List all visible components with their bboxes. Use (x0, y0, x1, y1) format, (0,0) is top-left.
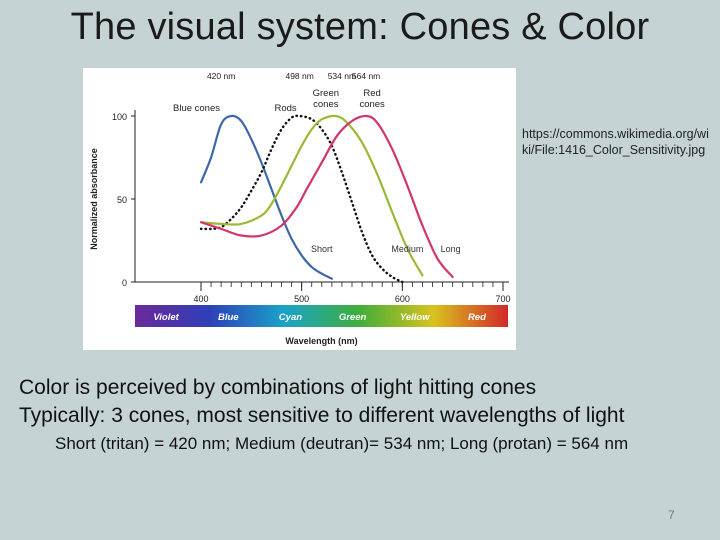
peak-label: 534 nm (328, 71, 356, 81)
spectrum-label-blue: Blue (218, 312, 239, 323)
series-line-rods (199, 114, 404, 284)
slide-title: The visual system: Cones & Color (70, 6, 650, 48)
bullet-item: Color is perceived by combinations of li… (19, 376, 537, 399)
bullet-list: Color is perceived by combinations of li… (19, 374, 719, 456)
y-tick-label: 100 (112, 112, 127, 122)
series-label-line: Red (363, 88, 380, 99)
peak-label: 420 nm (207, 71, 235, 81)
series-label-line: cones (313, 99, 339, 110)
cone-type-label-medium: Medium (391, 244, 423, 254)
peak-label: 564 nm (352, 71, 380, 81)
series-label: Blue cones (173, 103, 220, 114)
spectrum-label-green: Green (339, 312, 367, 323)
x-tick-label: 500 (294, 294, 309, 304)
y-tick-label: 0 (122, 278, 127, 288)
series-line-red-cones (199, 114, 454, 279)
x-tick-label: 400 (193, 294, 208, 304)
page-number: 7 (668, 508, 675, 522)
cone-sensitivity-chart: 0 50 100 400 500 600 700 Normalized absorbance V… (89, 71, 511, 346)
y-tick-label: 50 (117, 195, 127, 205)
spectrum-label-violet: Violet (153, 312, 179, 323)
bullet-item: Typically: 3 cones, most sensitive to di… (19, 404, 625, 427)
spectrum-label-yellow: Yellow (400, 312, 430, 323)
spectrum-label-red: Red (468, 312, 486, 323)
cone-type-label-long: Long (441, 244, 461, 254)
series-label-line: cones (359, 99, 385, 110)
series-label: Rods (274, 103, 296, 114)
peak-label: 498 nm (285, 71, 313, 81)
cone-sensitivity-figure: 0 50 100 400 500 600 700 Normalized absorbance V… (83, 68, 516, 350)
series-line-green-cones (199, 114, 424, 277)
image-source-url[interactable]: https://commons.wikimedia.org/wiki/File:… (522, 127, 709, 157)
spectrum-label-cyan: Cyan (279, 312, 302, 323)
series-line-blue-cones (199, 114, 333, 280)
sub-bullet-item: Short (tritan) = 420 nm; Medium (deutran… (19, 432, 719, 456)
series-label-line: Green (313, 88, 339, 99)
sub-bullet-text: Short (tritan) = 420 nm; Medium (deutran… (55, 434, 629, 453)
cone-type-label-short: Short (311, 244, 333, 254)
x-tick-label: 600 (395, 294, 410, 304)
spectrum-band (135, 305, 508, 327)
x-axis-label: Wavelength (nm) (285, 336, 357, 346)
y-axis-label: Normalized absorbance (89, 148, 99, 250)
x-tick-label: 700 (495, 294, 510, 304)
